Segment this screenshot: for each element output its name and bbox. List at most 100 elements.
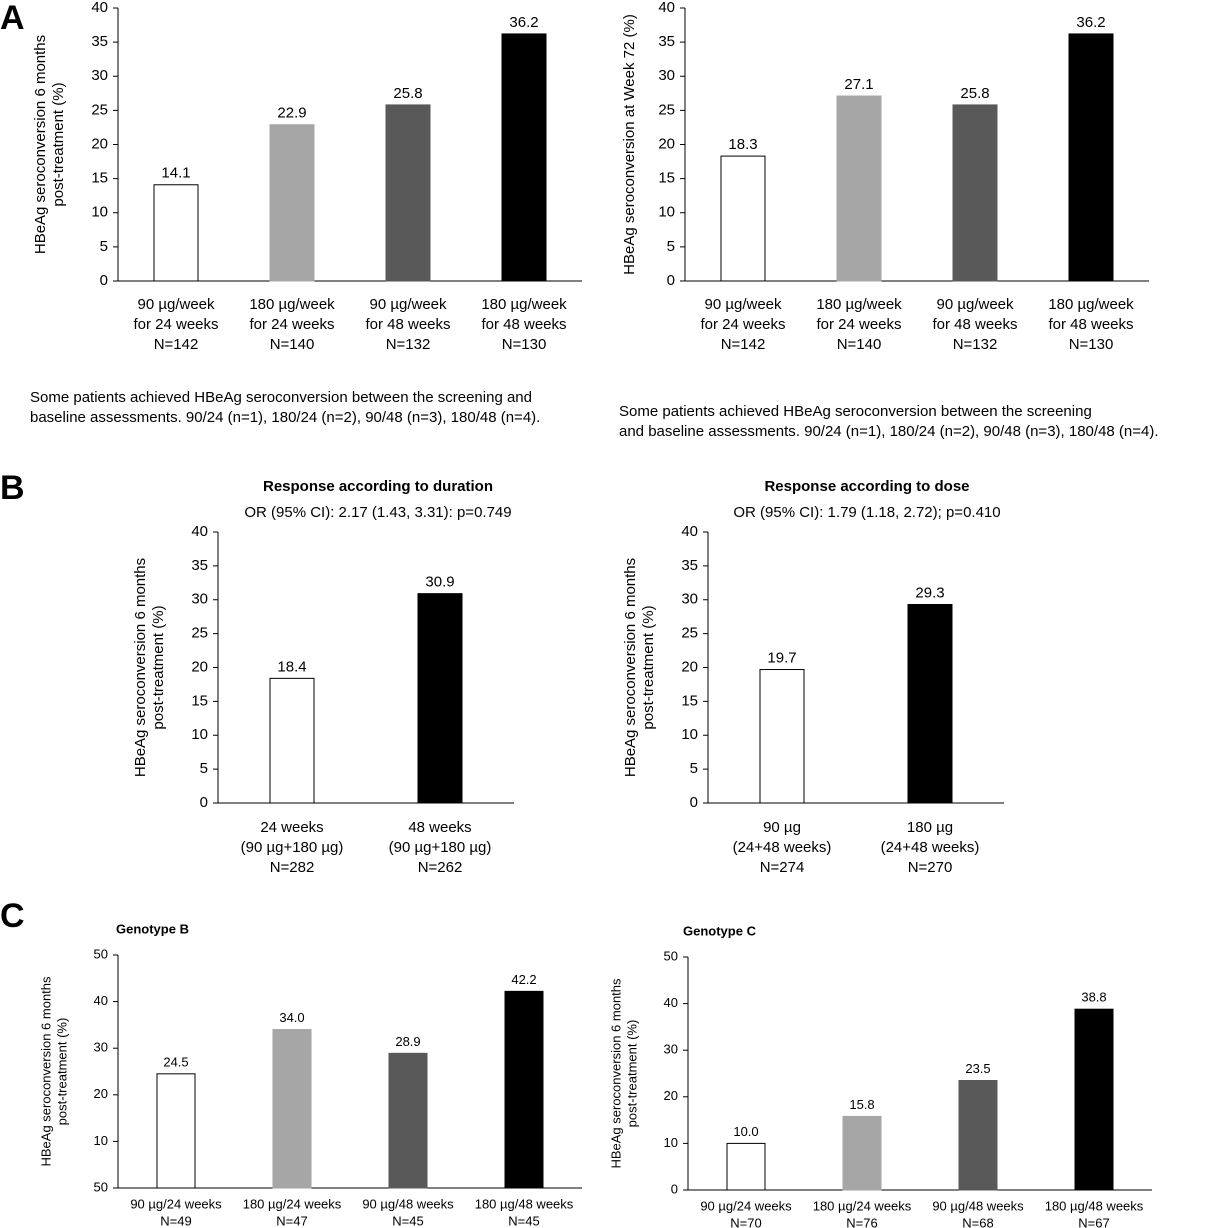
bar [952, 104, 998, 282]
y-tick-label: 0 [667, 272, 675, 289]
y-tick-label: 20 [664, 1088, 678, 1103]
x-tick-label: N=142 [154, 336, 199, 353]
bar [1068, 33, 1114, 282]
x-tick-label: N=76 [846, 1215, 877, 1228]
x-tick-label: 90 µg/week [704, 296, 782, 313]
x-tick-label: N=282 [270, 859, 315, 876]
x-tick-label: for 48 weeks [365, 316, 450, 333]
y-tick-label: 30 [658, 67, 675, 84]
x-tick-label: N=262 [418, 859, 463, 876]
y-tick-label: 10 [664, 1135, 678, 1150]
x-tick-label: 180 µg/week [481, 296, 567, 313]
y-axis-label: HBeAg seroconversion 6 months [608, 978, 623, 1169]
y-axis-label: post-treatment (%) [640, 605, 657, 729]
bar [153, 184, 199, 282]
x-tick-label: N=132 [953, 336, 998, 353]
y-tick-label: 30 [94, 1040, 108, 1055]
y-tick-label: 40 [658, 0, 675, 16]
x-tick-label: N=49 [160, 1213, 191, 1228]
bar [759, 669, 805, 804]
footnote: baseline assessments. 90/24 (n=1), 180/2… [30, 409, 540, 426]
y-tick-label: 0 [100, 272, 108, 289]
y-tick-label: 40 [91, 0, 108, 16]
x-tick-label: N=270 [908, 859, 953, 876]
value-label: 36.2 [509, 14, 538, 31]
x-tick-label: 180 µg/48 weeks [1045, 1198, 1144, 1213]
chart-title: Response according to dose [764, 478, 969, 495]
y-tick-label: 5 [690, 760, 698, 777]
bar [726, 1142, 766, 1191]
value-label: 25.8 [393, 85, 422, 102]
x-tick-label: N=140 [270, 336, 315, 353]
x-tick-label: 180 µg/24 weeks [813, 1198, 912, 1213]
bar [836, 95, 882, 282]
footnote: Some patients achieved HBeAg seroconvers… [30, 389, 532, 406]
x-tick-label: 90 µg/week [369, 296, 447, 313]
x-tick-label: for 48 weeks [481, 316, 566, 333]
value-label: 28.9 [395, 1034, 420, 1049]
y-tick-label: 5 [667, 238, 675, 255]
y-tick-label: 20 [91, 135, 108, 152]
x-tick-label: N=68 [962, 1215, 993, 1228]
y-tick-label: 15 [191, 692, 208, 709]
y-tick-label: 20 [191, 658, 208, 675]
value-label: 22.9 [277, 105, 306, 122]
y-tick-label: 30 [664, 1042, 678, 1057]
y-axis-label: HBeAg seroconversion 6 months [32, 35, 49, 254]
x-tick-label: N=45 [508, 1213, 539, 1228]
bar [385, 104, 431, 282]
x-tick-label: N=67 [1078, 1215, 1109, 1228]
value-label: 36.2 [1076, 14, 1105, 31]
value-label: 24.5 [163, 1054, 188, 1069]
y-tick-label: 30 [191, 591, 208, 608]
bar [156, 1073, 196, 1189]
value-label: 30.9 [425, 574, 454, 591]
x-tick-label: for 24 weeks [816, 316, 901, 333]
x-tick-label: 48 weeks [408, 819, 471, 836]
value-label: 25.8 [960, 85, 989, 102]
bar [907, 603, 953, 804]
x-tick-label: 180 µg/week [1048, 296, 1134, 313]
y-tick-label: 15 [91, 170, 108, 187]
x-tick-label: N=45 [392, 1213, 423, 1228]
y-tick-label: 25 [191, 625, 208, 642]
x-tick-label: 180 µg/48 weeks [475, 1196, 574, 1211]
value-label: 15.8 [849, 1097, 874, 1112]
panel-label: C [0, 897, 25, 935]
y-axis-label: post-treatment (%) [150, 605, 167, 729]
value-label: 38.8 [1081, 990, 1106, 1005]
x-tick-label: for 48 weeks [1048, 316, 1133, 333]
x-tick-label: N=132 [386, 336, 431, 353]
y-tick-label: 40 [681, 523, 698, 540]
y-tick-label: 25 [681, 625, 698, 642]
x-tick-label: for 24 weeks [249, 316, 334, 333]
y-tick-label: 10 [91, 204, 108, 221]
x-tick-label: (24+48 weeks) [733, 839, 832, 856]
y-tick-label: 20 [658, 135, 675, 152]
x-tick-label: 180 µg/week [249, 296, 335, 313]
value-label: 42.2 [511, 972, 536, 987]
bar [842, 1115, 882, 1191]
y-tick-label: 25 [91, 101, 108, 118]
x-tick-label: N=142 [721, 336, 766, 353]
y-tick-label: 20 [681, 658, 698, 675]
y-axis-label: HBeAg seroconversion 6 months [622, 558, 639, 777]
x-tick-label: 90 µg/24 weeks [700, 1198, 792, 1213]
y-tick-label: 40 [191, 523, 208, 540]
y-axis-label: HBeAg seroconversion at Week 72 (%) [621, 14, 638, 275]
y-tick-label: 5 [100, 238, 108, 255]
y-tick-label: 40 [94, 993, 108, 1008]
x-tick-label: 180 µg/week [816, 296, 902, 313]
y-tick-label: 30 [91, 67, 108, 84]
y-tick-label: 50 [94, 946, 108, 961]
y-axis-label: post-treatment (%) [54, 1018, 69, 1126]
bar [269, 124, 315, 282]
x-tick-label: (90 µg+180 µg) [241, 839, 344, 856]
bar [501, 33, 547, 282]
bar [504, 990, 544, 1189]
y-tick-label: 10 [658, 204, 675, 221]
footnote: and baseline assessments. 90/24 (n=1), 1… [619, 423, 1159, 440]
y-tick-label: 40 [664, 995, 678, 1010]
x-tick-label: 90 µg [763, 819, 801, 836]
